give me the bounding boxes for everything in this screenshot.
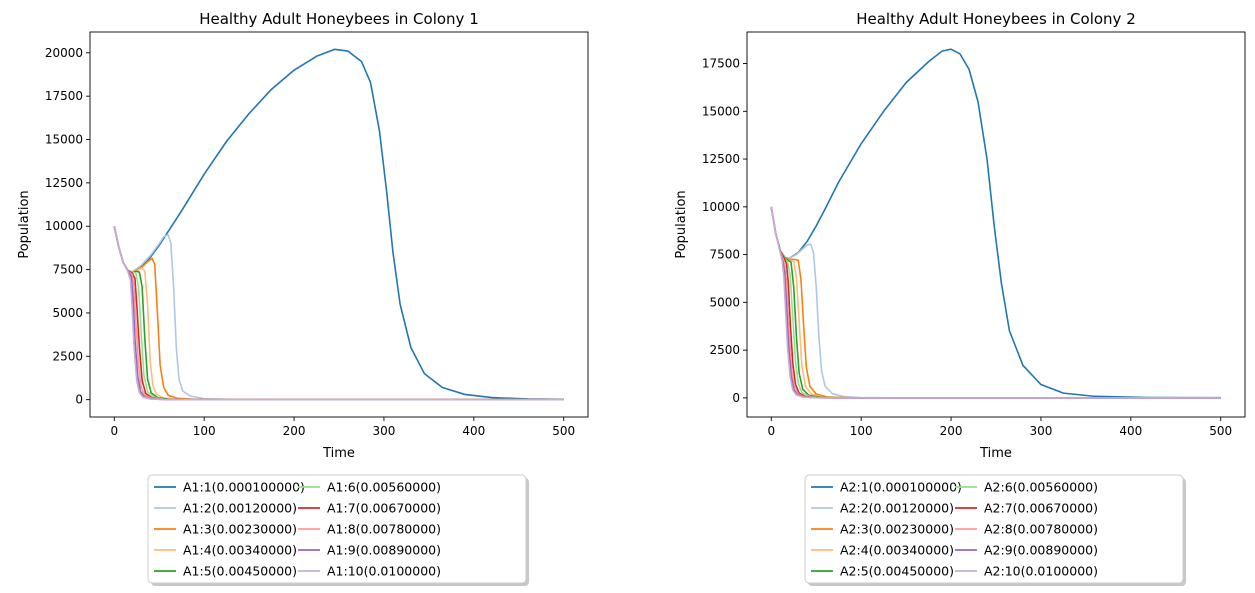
chart-colony-1: Healthy Adult Honeybees in Colony 1 0 100 2… [17,10,589,586]
legend-item: A1:5(0.00450000) [154,564,297,579]
legend-label: A1:2(0.00120000) [183,501,297,516]
legend-item: A2:9(0.00890000) [955,543,1098,558]
y-tick-label: 15000 [45,133,83,147]
x-axis-label: Time [322,446,355,461]
x-tick-label: 300 [372,424,395,438]
legend-item: A1:8(0.00780000) [298,522,441,537]
series-line-9 [113,226,564,401]
y-tick-label: 12500 [45,176,83,190]
x-tick-label: 0 [767,424,775,438]
y-tick-label: 20000 [45,46,83,60]
y-tick-label: 7500 [52,263,83,277]
legend: A2:1(0.000100000) A2:2(0.00120000) A2:3(0.… [804,474,1186,586]
y-tick-label: 0 [75,393,83,407]
y-tick-label: 15000 [702,104,740,118]
plot-frame [746,31,1246,418]
legend-label: A1:9(0.00890000) [327,543,441,558]
legend-item: A2:4(0.00340000) [811,543,954,558]
y-tick-label: 12500 [702,152,740,166]
y-axis-label: Population [17,190,32,258]
series-line-10 [113,226,564,401]
legend-label: A1:6(0.00560000) [327,480,441,495]
y-axis-label: Population [674,190,689,258]
legend-item: A1:4(0.00340000) [154,543,297,558]
series-line-5 [113,226,564,401]
legend-label: A1:7(0.00670000) [327,501,441,516]
legend-item: A1:2(0.00120000) [154,501,297,516]
legend-label: A2:4(0.00340000) [840,543,954,558]
series-line-2 [113,226,564,401]
legend-item: A1:9(0.00890000) [298,543,441,558]
legend-label: A2:6(0.00560000) [984,480,1098,495]
chart-title: Healthy Adult Honeybees in Colony 1 [199,10,479,28]
legend-label: A2:3(0.00230000) [840,522,954,537]
y-tick-label: 7500 [709,248,740,262]
legend-label: A2:10(0.0100000) [984,564,1098,579]
y-tick-label: 5000 [709,295,740,309]
y-tick-label: 17500 [702,57,740,71]
legend-label: A1:5(0.00450000) [183,564,297,579]
series-line-1 [770,48,1221,399]
series-line-8 [113,226,564,401]
series-line-1 [113,48,564,401]
legend-item: A2:7(0.00670000) [955,501,1098,516]
plot-frame [89,31,589,418]
y-tick-label: 17500 [45,89,83,103]
legend-item: A2:10(0.0100000) [955,564,1098,579]
x-tick-label: 300 [1029,424,1052,438]
legend-item: A2:1(0.000100000) [811,480,962,495]
y-tick-label: 10000 [45,219,83,233]
legend-item: A1:3(0.00230000) [154,522,297,537]
legend: A1:1(0.000100000) A1:2(0.00120000) A1:3(0.… [147,474,529,586]
legend-label: A1:8(0.00780000) [327,522,441,537]
y-tick-label: 10000 [702,200,740,214]
legend-label: A2:5(0.00450000) [840,564,954,579]
legend-label: A1:3(0.00230000) [183,522,297,537]
x-tick-label: 0 [110,424,118,438]
series-group [113,48,564,401]
x-tick-label: 200 [283,424,306,438]
x-tick-label: 400 [462,424,485,438]
series-group [770,48,1221,399]
legend-label: A2:7(0.00670000) [984,501,1098,516]
series-line-4 [113,226,564,401]
legend-item: A1:10(0.0100000) [298,564,441,579]
y-tick-label: 0 [732,391,740,405]
legend-label: A1:1(0.000100000) [183,480,305,495]
y-tick-label: 5000 [52,306,83,320]
legend-label: A2:9(0.00890000) [984,543,1098,558]
legend-item: A2:6(0.00560000) [955,480,1098,495]
legend-label: A1:4(0.00340000) [183,543,297,558]
legend-item: A1:1(0.000100000) [154,480,305,495]
series-line-10 [770,206,1221,399]
y-tick-label: 2500 [709,343,740,357]
x-tick-label: 500 [1209,424,1232,438]
legend-label: A2:1(0.000100000) [840,480,962,495]
legend-item: A1:7(0.00670000) [298,501,441,516]
legend-item: A2:8(0.00780000) [955,522,1098,537]
x-tick-label: 200 [940,424,963,438]
legend-box [147,474,527,584]
legend-item: A2:5(0.00450000) [811,564,954,579]
chart-colony-2: Healthy Adult Honeybees in Colony 2 0 100 2… [674,10,1246,586]
legend-label: A2:2(0.00120000) [840,501,954,516]
x-tick-label: 400 [1119,424,1142,438]
series-line-3 [113,226,564,401]
series-line-7 [113,226,564,401]
x-tick-label: 100 [850,424,873,438]
legend-item: A2:3(0.00230000) [811,522,954,537]
series-line-6 [113,226,564,401]
x-tick-label: 100 [193,424,216,438]
legend-label: A1:10(0.0100000) [327,564,441,579]
legend-box [804,474,1184,584]
x-axis-label: Time [979,446,1012,461]
legend-item: A2:2(0.00120000) [811,501,954,516]
legend-label: A2:8(0.00780000) [984,522,1098,537]
legend-item: A1:6(0.00560000) [298,480,441,495]
chart-title: Healthy Adult Honeybees in Colony 2 [856,10,1136,28]
y-tick-label: 2500 [52,349,83,363]
x-tick-label: 500 [552,424,575,438]
